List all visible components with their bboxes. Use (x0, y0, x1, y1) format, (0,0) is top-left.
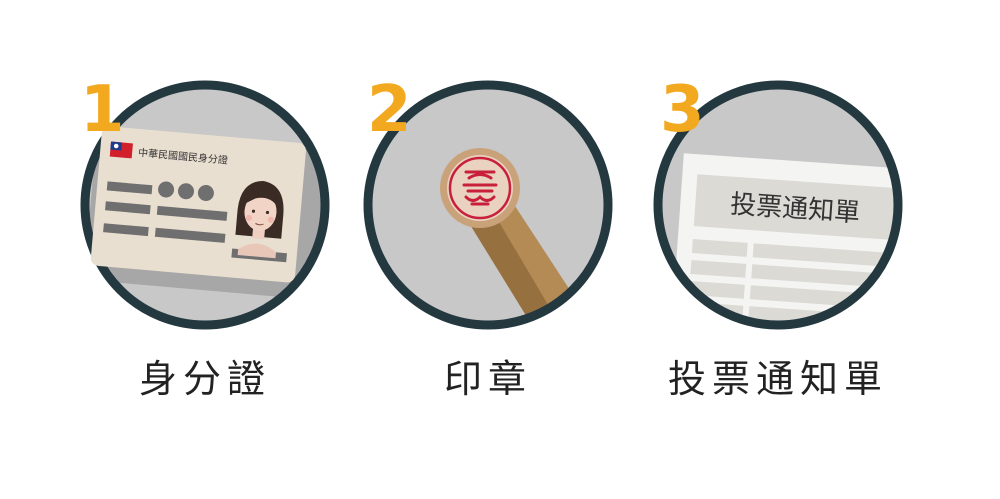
step-number: 1 (80, 73, 125, 147)
voting-notice-icon: 投票通知單 (669, 153, 898, 325)
step-label: 投票通知單 (667, 357, 888, 401)
portrait-icon (235, 180, 284, 259)
step-voting-notice: 投票通知單 3 投票通知單 (618, 0, 948, 499)
seal-illustration (363, 80, 613, 330)
step-id-card: 中華民國國民身分證 1 身分 (40, 0, 370, 499)
seal-stamp-icon (440, 148, 583, 325)
voting-notice-illustration: 投票通知單 (653, 80, 903, 330)
id-card-illustration: 中華民國國民身分證 (80, 80, 330, 330)
step-number: 2 (367, 73, 412, 147)
step-seal: 2 印章 (323, 0, 653, 499)
step-number: 3 (660, 73, 705, 147)
step-label: 印章 (443, 357, 532, 401)
id-card-icon: 中華民國國民身分證 (90, 126, 306, 283)
step-label: 身分證 (138, 357, 271, 401)
